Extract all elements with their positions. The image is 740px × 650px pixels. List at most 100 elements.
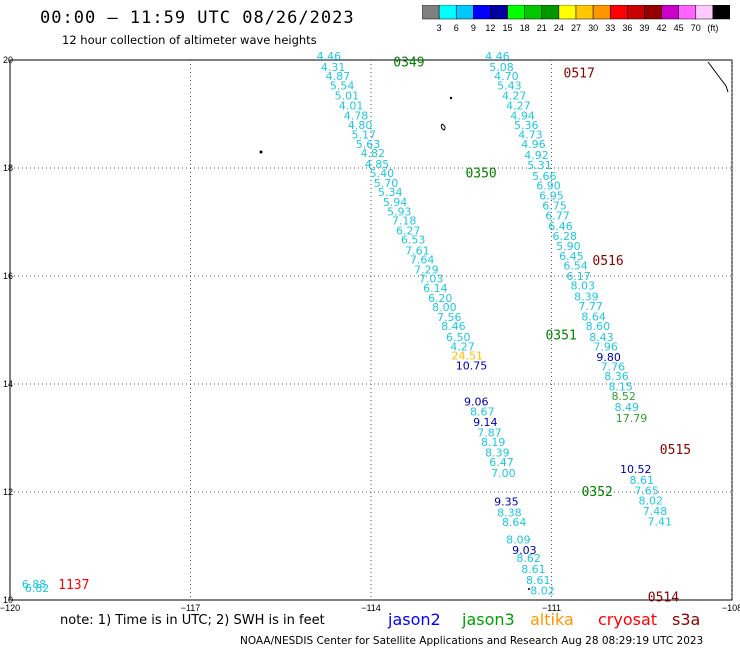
wave-height-value: 7.96 — [593, 341, 618, 354]
wave-height-value: 4.27 — [506, 100, 531, 113]
wave-height-value: 7.61 — [405, 244, 430, 257]
pass-labels: 0349 0517 0350 0516 0351 0515 0352 0514 1137 — [58, 55, 691, 605]
scale-swatch — [712, 5, 730, 20]
wave-height-value: 5.31 — [527, 159, 552, 172]
wave-height-value: 9.14 — [473, 416, 498, 429]
scale-label: 45 — [674, 23, 684, 33]
wave-height-value: 7.41 — [648, 515, 673, 528]
pass-time-label: 0349 — [393, 55, 424, 70]
page-title: 00:00 – 11:59 UTC 08/26/2023 — [40, 8, 355, 28]
wave-height-value: 8.02 — [530, 585, 555, 598]
wave-height-value: 6.90 — [536, 180, 561, 193]
wave-height-value: 6.28 — [552, 230, 577, 243]
wave-height-value: 7.18 — [392, 215, 417, 228]
wave-height-value: 5.54 — [330, 80, 355, 93]
satellite-name: s3a — [672, 610, 701, 629]
scale-label: 21 — [537, 23, 547, 33]
wave-height-value: 7.00 — [491, 467, 516, 480]
page-subtitle: 12 hour collection of altimeter wave hei… — [62, 33, 317, 47]
satellite-name: jason3 — [462, 610, 515, 629]
x-tick-label: −114 — [361, 603, 381, 613]
wave-height-value: 6.46 — [548, 220, 573, 233]
scale-label: 6 — [454, 23, 459, 33]
wave-height-value: 8.49 — [614, 401, 639, 414]
scale-swatch — [507, 5, 525, 20]
wave-height-value: 8.60 — [586, 320, 611, 333]
scale-swatch — [490, 5, 508, 20]
wave-height-value: 7.65 — [634, 485, 659, 498]
wave-height-value: 8.03 — [571, 280, 596, 293]
wave-height-value: 8.02 — [639, 494, 664, 507]
scale-label: 70 — [691, 23, 701, 33]
scale-label: (ft) — [707, 23, 718, 33]
pass-time-label: 0514 — [648, 591, 679, 606]
wave-height-value: 6.14 — [423, 282, 448, 295]
scale-label: 30 — [588, 23, 598, 33]
satellite-name: jason2 — [388, 610, 441, 629]
wave-height-value: 8.15 — [608, 380, 633, 393]
gridlines — [10, 60, 733, 600]
wave-height-value: 8.61 — [630, 474, 655, 487]
wave-height-value: 6.53 — [401, 234, 426, 247]
wave-height-value: 5.17 — [352, 128, 377, 141]
wave-height-value: 6.47 — [489, 456, 514, 469]
pass-time-label: 0350 — [465, 167, 496, 182]
x-tick-label: −120 — [0, 603, 20, 613]
scale-label: 12 — [485, 23, 495, 33]
wave-height-value: 8.64 — [581, 310, 606, 323]
wave-height-value: 4.31 — [321, 61, 346, 74]
wave-height-value: 9.35 — [494, 496, 519, 509]
wave-height-value: 8.43 — [589, 331, 614, 344]
pass-time-label: 0351 — [545, 329, 576, 344]
wave-height-value: 6.54 — [563, 260, 588, 273]
note-text: note: 1) Time is in UTC; 2) SWH is in fe… — [60, 613, 325, 628]
scale-swatch — [678, 5, 697, 20]
x-tick-label: −117 — [181, 603, 201, 613]
y-tick-label: 20 — [3, 55, 13, 65]
wave-height-value: 5.70 — [374, 177, 399, 190]
wave-height-value: 5.43 — [497, 80, 522, 93]
wave-height-value: 6.75 — [542, 200, 567, 213]
wave-height-value: 8.62 — [516, 552, 541, 565]
wave-height-value: 7.77 — [578, 300, 603, 313]
wave-height-value: 5.40 — [370, 167, 395, 180]
wave-height-value: 7.29 — [414, 263, 439, 276]
wave-height-value: 8.38 — [497, 506, 522, 519]
wave-height-value: 4.78 — [344, 109, 369, 122]
scale-swatch — [661, 5, 679, 20]
y-tick-label: 14 — [3, 379, 13, 389]
wave-height-value: 7.48 — [643, 505, 668, 518]
wave-height-value: 6.82 — [25, 582, 50, 595]
scale-label: 15 — [503, 23, 513, 33]
wave-height-value: 9.80 — [596, 351, 621, 364]
wave-height-value: 8.46 — [441, 320, 466, 333]
wave-height-value: 4.82 — [361, 147, 386, 160]
wave-height-value: 8.67 — [470, 405, 495, 418]
wave-height-value: 8.64 — [502, 516, 527, 529]
wave-height-value: 8.00 — [432, 301, 457, 314]
x-tick-label: −111 — [542, 603, 561, 613]
wave-height-value: 4.87 — [326, 70, 351, 83]
wave-height-value: 5.63 — [356, 138, 381, 151]
wave-height-value: 4.46 — [485, 50, 510, 63]
wave-height-value: 5.93 — [387, 206, 412, 219]
pass-time-label: 0516 — [592, 254, 623, 269]
coastline — [259, 61, 729, 590]
wave-height-value: 10.52 — [620, 463, 652, 476]
y-tick-label: 16 — [3, 271, 13, 281]
scale-swatch — [524, 5, 543, 20]
wave-height-value: 5.94 — [383, 196, 408, 209]
wave-height-value: 6.45 — [559, 250, 584, 263]
x-tick-label: −108 — [722, 603, 740, 613]
wave-height-value: 4.70 — [494, 70, 519, 83]
scale-swatch — [592, 5, 611, 20]
scale-label: 42 — [657, 23, 667, 33]
color-scale-legend: 3 6 9 12 15 18 21 24 27 30 33 36 39 42 45 70 (ft) — [422, 5, 730, 33]
wave-height-value: 9.06 — [464, 396, 489, 409]
wave-height-value: 8.52 — [611, 390, 636, 403]
wave-height-value: 5.66 — [532, 170, 557, 183]
wave-height-value: 4.46 — [317, 50, 342, 63]
scale-swatch — [422, 5, 440, 20]
scale-swatch — [609, 5, 628, 20]
